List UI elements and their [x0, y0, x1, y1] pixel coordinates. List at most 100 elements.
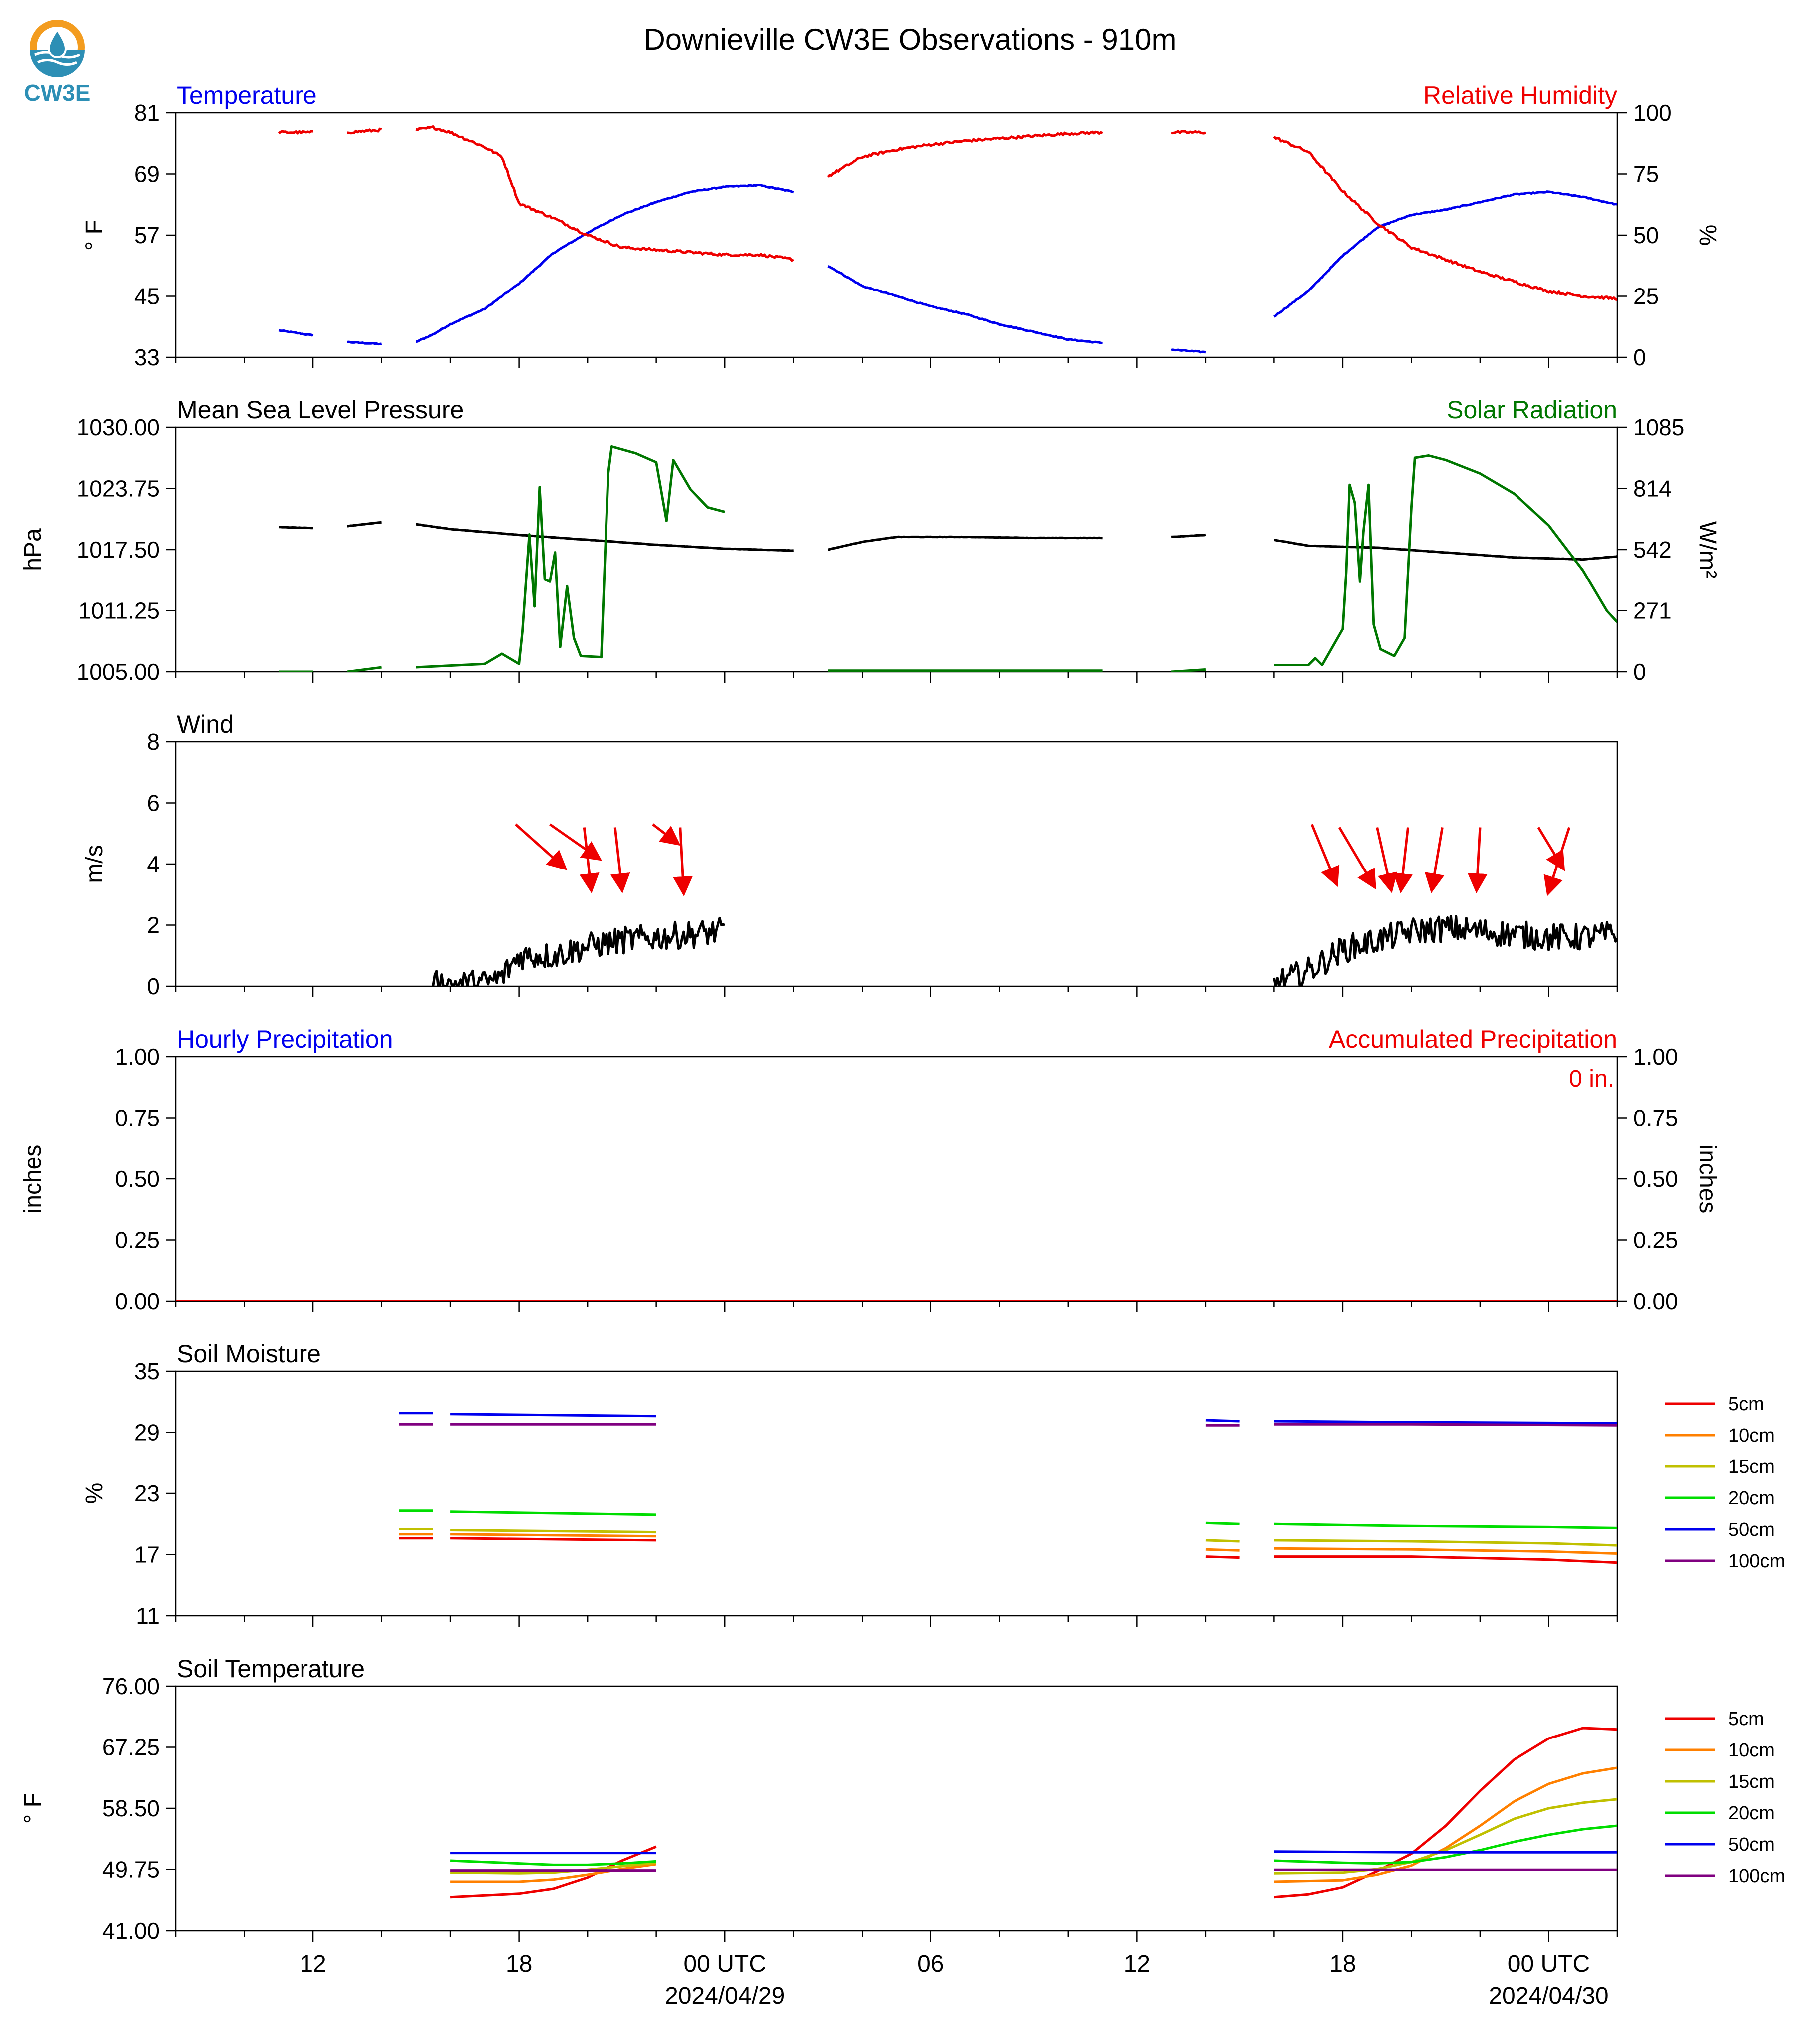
wind-direction-arrow — [1424, 827, 1445, 893]
y-tick-label-left: 11 — [136, 1603, 160, 1629]
panel-title-right: Solar Radiation — [1447, 396, 1617, 424]
x-tick-label: 06 — [917, 1951, 944, 1977]
wind-direction-arrow — [1310, 824, 1340, 887]
series-line-5cm — [450, 1537, 656, 1542]
y-tick-label-left: 1.00 — [115, 1044, 160, 1070]
series-line-50cm — [1274, 1420, 1617, 1425]
y-tick-label-right: 271 — [1633, 598, 1672, 624]
series-line — [416, 445, 725, 669]
plot-frame — [175, 1370, 1618, 1617]
y-tick-label-left: 49.75 — [102, 1857, 160, 1883]
series-line — [1171, 668, 1206, 672]
y-tick-label-right: 542 — [1633, 537, 1672, 563]
y-tick-label-left: 2 — [147, 912, 160, 938]
y-tick-label-left: 29 — [134, 1420, 160, 1446]
panel-title-right: Accumulated Precipitation — [1329, 1025, 1617, 1053]
series-line — [279, 526, 313, 530]
wind-direction-arrow — [515, 823, 568, 870]
series-line — [827, 265, 1103, 344]
series-line — [1171, 130, 1206, 135]
series-line — [278, 130, 313, 135]
y-axis-label-left: ° F — [20, 1793, 46, 1824]
series-line — [1274, 454, 1617, 666]
legend-label: 10cm — [1728, 1425, 1775, 1446]
series-line — [347, 340, 382, 346]
plot-frame — [175, 1056, 1618, 1302]
y-tick-label-left: 0.50 — [115, 1166, 160, 1192]
y-tick-label-left: 1011.25 — [78, 598, 160, 624]
series-line — [415, 125, 794, 262]
y-axis-label-left: % — [81, 1483, 108, 1504]
panel-soil_moisture: 35 29 23 17 11 Soil Moisture% 5cm 10cm 15cm 20cm 5… — [81, 1340, 1785, 1629]
legend-label: 100cm — [1728, 1866, 1785, 1887]
y-tick-label-left: 8 — [147, 729, 160, 755]
panel-title-left: Soil Temperature — [177, 1655, 365, 1683]
y-tick-label-right: 0.50 — [1633, 1166, 1678, 1192]
x-tick-label: 12 — [300, 1951, 326, 1977]
series-line — [347, 127, 382, 135]
y-axis-label-right: % — [1694, 225, 1721, 246]
logo-text: CW3E — [24, 80, 91, 106]
series-line — [1171, 533, 1206, 538]
y-axis-label-left: m/s — [81, 845, 108, 883]
series-line — [1272, 915, 1617, 986]
series-line — [1171, 348, 1206, 354]
x-tick-label: 00 UTC — [684, 1951, 766, 1977]
y-tick-label-left: 0.00 — [115, 1288, 160, 1314]
wind-direction-arrow — [1338, 827, 1376, 890]
y-tick-label-left: 58.50 — [102, 1795, 160, 1821]
legend-label: 100cm — [1728, 1551, 1785, 1572]
panel-title-left: Hourly Precipitation — [177, 1025, 393, 1053]
series-line — [415, 184, 794, 343]
series-line-15cm — [450, 1529, 656, 1534]
series-line-15cm — [1205, 1539, 1240, 1543]
plot-frame — [175, 1685, 1618, 1932]
series-line — [347, 521, 382, 528]
series-line — [827, 535, 1103, 551]
y-tick-label-left: 76.00 — [102, 1673, 160, 1699]
panel-title-left: Temperature — [177, 81, 317, 109]
series-line-20cm — [1205, 1521, 1240, 1525]
series-line-50cm — [1205, 1419, 1240, 1423]
panel-pressure_solar: 1030.00 1023.75 1017.50 1011.25 1005.00 1085 8… — [20, 396, 1721, 685]
x-tick-label: 18 — [506, 1951, 532, 1977]
y-tick-label-left: 33 — [134, 344, 160, 370]
y-tick-label-left: 1023.75 — [77, 476, 160, 502]
y-tick-label-left: 4 — [147, 851, 160, 877]
plot-area — [450, 1727, 1617, 1899]
plot-area — [399, 1412, 1617, 1564]
y-tick-label-left: 1017.50 — [77, 537, 160, 563]
series-line-10cm — [450, 1863, 657, 1883]
y-tick-label-left: 67.25 — [102, 1735, 160, 1760]
y-tick-label-left: 6 — [147, 790, 160, 816]
plot-area — [432, 915, 1617, 986]
y-axis-label-right: inches — [1694, 1145, 1721, 1214]
panel-title-left: Wind — [177, 710, 234, 738]
y-tick-label-left: 45 — [134, 284, 160, 309]
y-tick-label-right: 50 — [1633, 222, 1659, 248]
plot-area — [279, 445, 1617, 672]
series-line-5cm — [1274, 1727, 1617, 1899]
x-tick-label: 18 — [1329, 1951, 1356, 1977]
legend-label: 5cm — [1728, 1394, 1764, 1415]
legend-label: 50cm — [1728, 1834, 1775, 1855]
panel-title-left: Mean Sea Level Pressure — [177, 396, 464, 424]
series-line-10cm — [450, 1533, 656, 1538]
series-line-5cm — [450, 1845, 657, 1899]
y-tick-label-right: 0 — [1633, 659, 1646, 685]
wind-direction-arrow — [549, 823, 602, 861]
series-line — [347, 666, 382, 672]
figure-title: Downieville CW3E Observations - 910m — [643, 23, 1176, 56]
series-line-20cm — [450, 1510, 656, 1516]
series-line-20cm — [1274, 1522, 1617, 1529]
series-line-10cm — [1274, 1547, 1617, 1555]
wind-direction-arrow — [652, 823, 681, 846]
y-tick-label-right: 0.00 — [1633, 1288, 1678, 1314]
x-date-label: 2024/04/29 — [665, 1983, 785, 2009]
cw3e-logo: CW3E — [20, 15, 95, 110]
legend-label: 20cm — [1728, 1803, 1775, 1824]
series-line-15cm — [1274, 1539, 1617, 1547]
y-tick-label-left: 41.00 — [102, 1918, 160, 1944]
series-line — [432, 916, 726, 986]
